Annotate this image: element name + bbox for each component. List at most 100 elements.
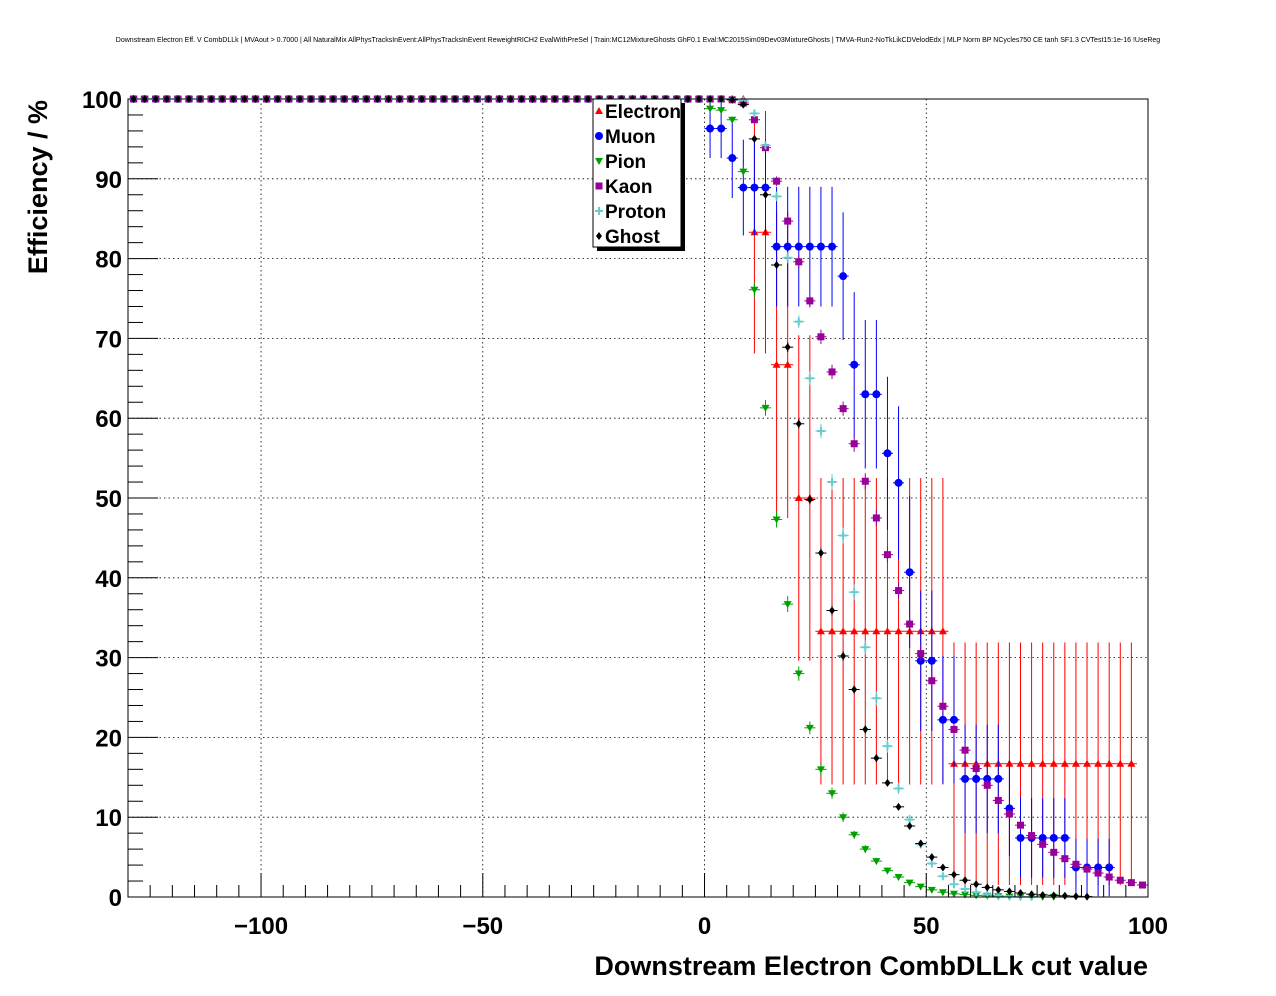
y-tick-label: 40: [95, 566, 122, 593]
point-marker: [761, 183, 770, 192]
legend-entry: Electron: [595, 102, 681, 123]
point-marker: [828, 790, 837, 798]
point-marker: [939, 863, 946, 872]
point-marker: [761, 141, 770, 150]
point-marker: [750, 116, 758, 124]
point-marker: [962, 876, 969, 885]
point-marker: [805, 374, 814, 383]
data-point: [970, 762, 982, 775]
data-point: [726, 95, 738, 104]
point-marker: [1094, 863, 1103, 872]
data-point: [771, 260, 783, 269]
data-point: [793, 418, 805, 429]
data-point: [937, 872, 949, 881]
data-point: [1059, 798, 1071, 878]
point-marker: [717, 107, 726, 115]
point-marker: [994, 796, 1002, 804]
legend: Electron Muon Pion Kaon Proton Ghost: [592, 98, 685, 251]
data-point: [748, 134, 760, 143]
data-point: [759, 190, 772, 199]
data-point: [859, 473, 871, 490]
point-marker: [794, 242, 803, 251]
point-marker: [1006, 887, 1013, 896]
legend-label: Muon: [605, 127, 656, 148]
point-marker: [1116, 759, 1125, 767]
data-point: [870, 857, 882, 866]
legend-label: Ghost: [605, 227, 661, 248]
data-point: [1026, 831, 1038, 840]
point-marker: [972, 888, 981, 897]
data-point: [904, 616, 916, 632]
data-point: [926, 859, 938, 868]
point-marker: [994, 891, 1003, 900]
point-marker: [784, 343, 791, 352]
data-point: [1103, 873, 1115, 881]
data-point: [1048, 798, 1060, 878]
data-point: [726, 116, 738, 124]
point-marker: [917, 839, 924, 848]
point-marker: [1049, 833, 1058, 842]
point-marker: [861, 390, 870, 399]
point-marker: [850, 627, 859, 635]
legend-entry: Muon: [595, 127, 656, 148]
point-marker: [1027, 759, 1036, 767]
data-point: [881, 546, 893, 563]
point-marker: [839, 272, 848, 281]
data-point: [937, 889, 949, 897]
data-point: [782, 342, 794, 352]
data-point: [848, 830, 860, 839]
data-point: [715, 107, 727, 115]
data-point: [948, 890, 960, 898]
data-point: [704, 105, 716, 113]
y-tick-label: 100: [82, 87, 122, 114]
data-point: [970, 880, 982, 889]
data-point: [759, 141, 772, 150]
point-marker: [1039, 840, 1047, 848]
point-marker: [805, 242, 814, 251]
point-marker: [1016, 833, 1025, 842]
y-tick-label: 90: [95, 167, 122, 194]
data-point: [1003, 809, 1015, 819]
y-tick-label: 70: [95, 326, 122, 353]
data-point: [826, 364, 838, 380]
data-point: [992, 724, 1004, 834]
data-point: [970, 888, 982, 897]
point-marker: [839, 405, 847, 413]
point-marker: [794, 317, 803, 326]
data-point: [826, 186, 838, 307]
data-point: [948, 723, 960, 736]
legend-label: Electron: [605, 102, 681, 123]
data-point: [948, 870, 960, 879]
data-point: [815, 329, 827, 344]
point-marker: [751, 134, 758, 143]
data-point: [804, 371, 816, 386]
point-marker: [850, 360, 859, 369]
data-point: [1070, 892, 1082, 901]
data-point: [981, 890, 993, 899]
point-marker: [994, 774, 1003, 783]
point-marker: [984, 883, 991, 892]
point-marker: [839, 814, 848, 822]
data-point: [881, 778, 893, 787]
data-point: [848, 292, 860, 438]
data-point: [1059, 855, 1071, 863]
legend-box: [592, 98, 682, 248]
data-point: [893, 406, 905, 560]
data-point: [1092, 838, 1104, 897]
y-tick-label: 30: [95, 646, 122, 673]
point-marker: [1127, 879, 1135, 887]
data-point: [870, 320, 882, 469]
data-point: [837, 212, 849, 340]
point-marker: [906, 821, 913, 830]
x-tick-label: 0: [698, 913, 711, 940]
point-marker: [817, 549, 824, 558]
x-tick-label: −100: [234, 913, 288, 940]
point-marker: [961, 885, 970, 894]
data-point: [915, 646, 927, 661]
data-point: [981, 724, 993, 834]
data-point: [970, 724, 982, 834]
point-marker: [872, 694, 881, 703]
point-marker: [794, 494, 803, 501]
point-marker: [928, 677, 936, 685]
data-point: [759, 399, 772, 416]
